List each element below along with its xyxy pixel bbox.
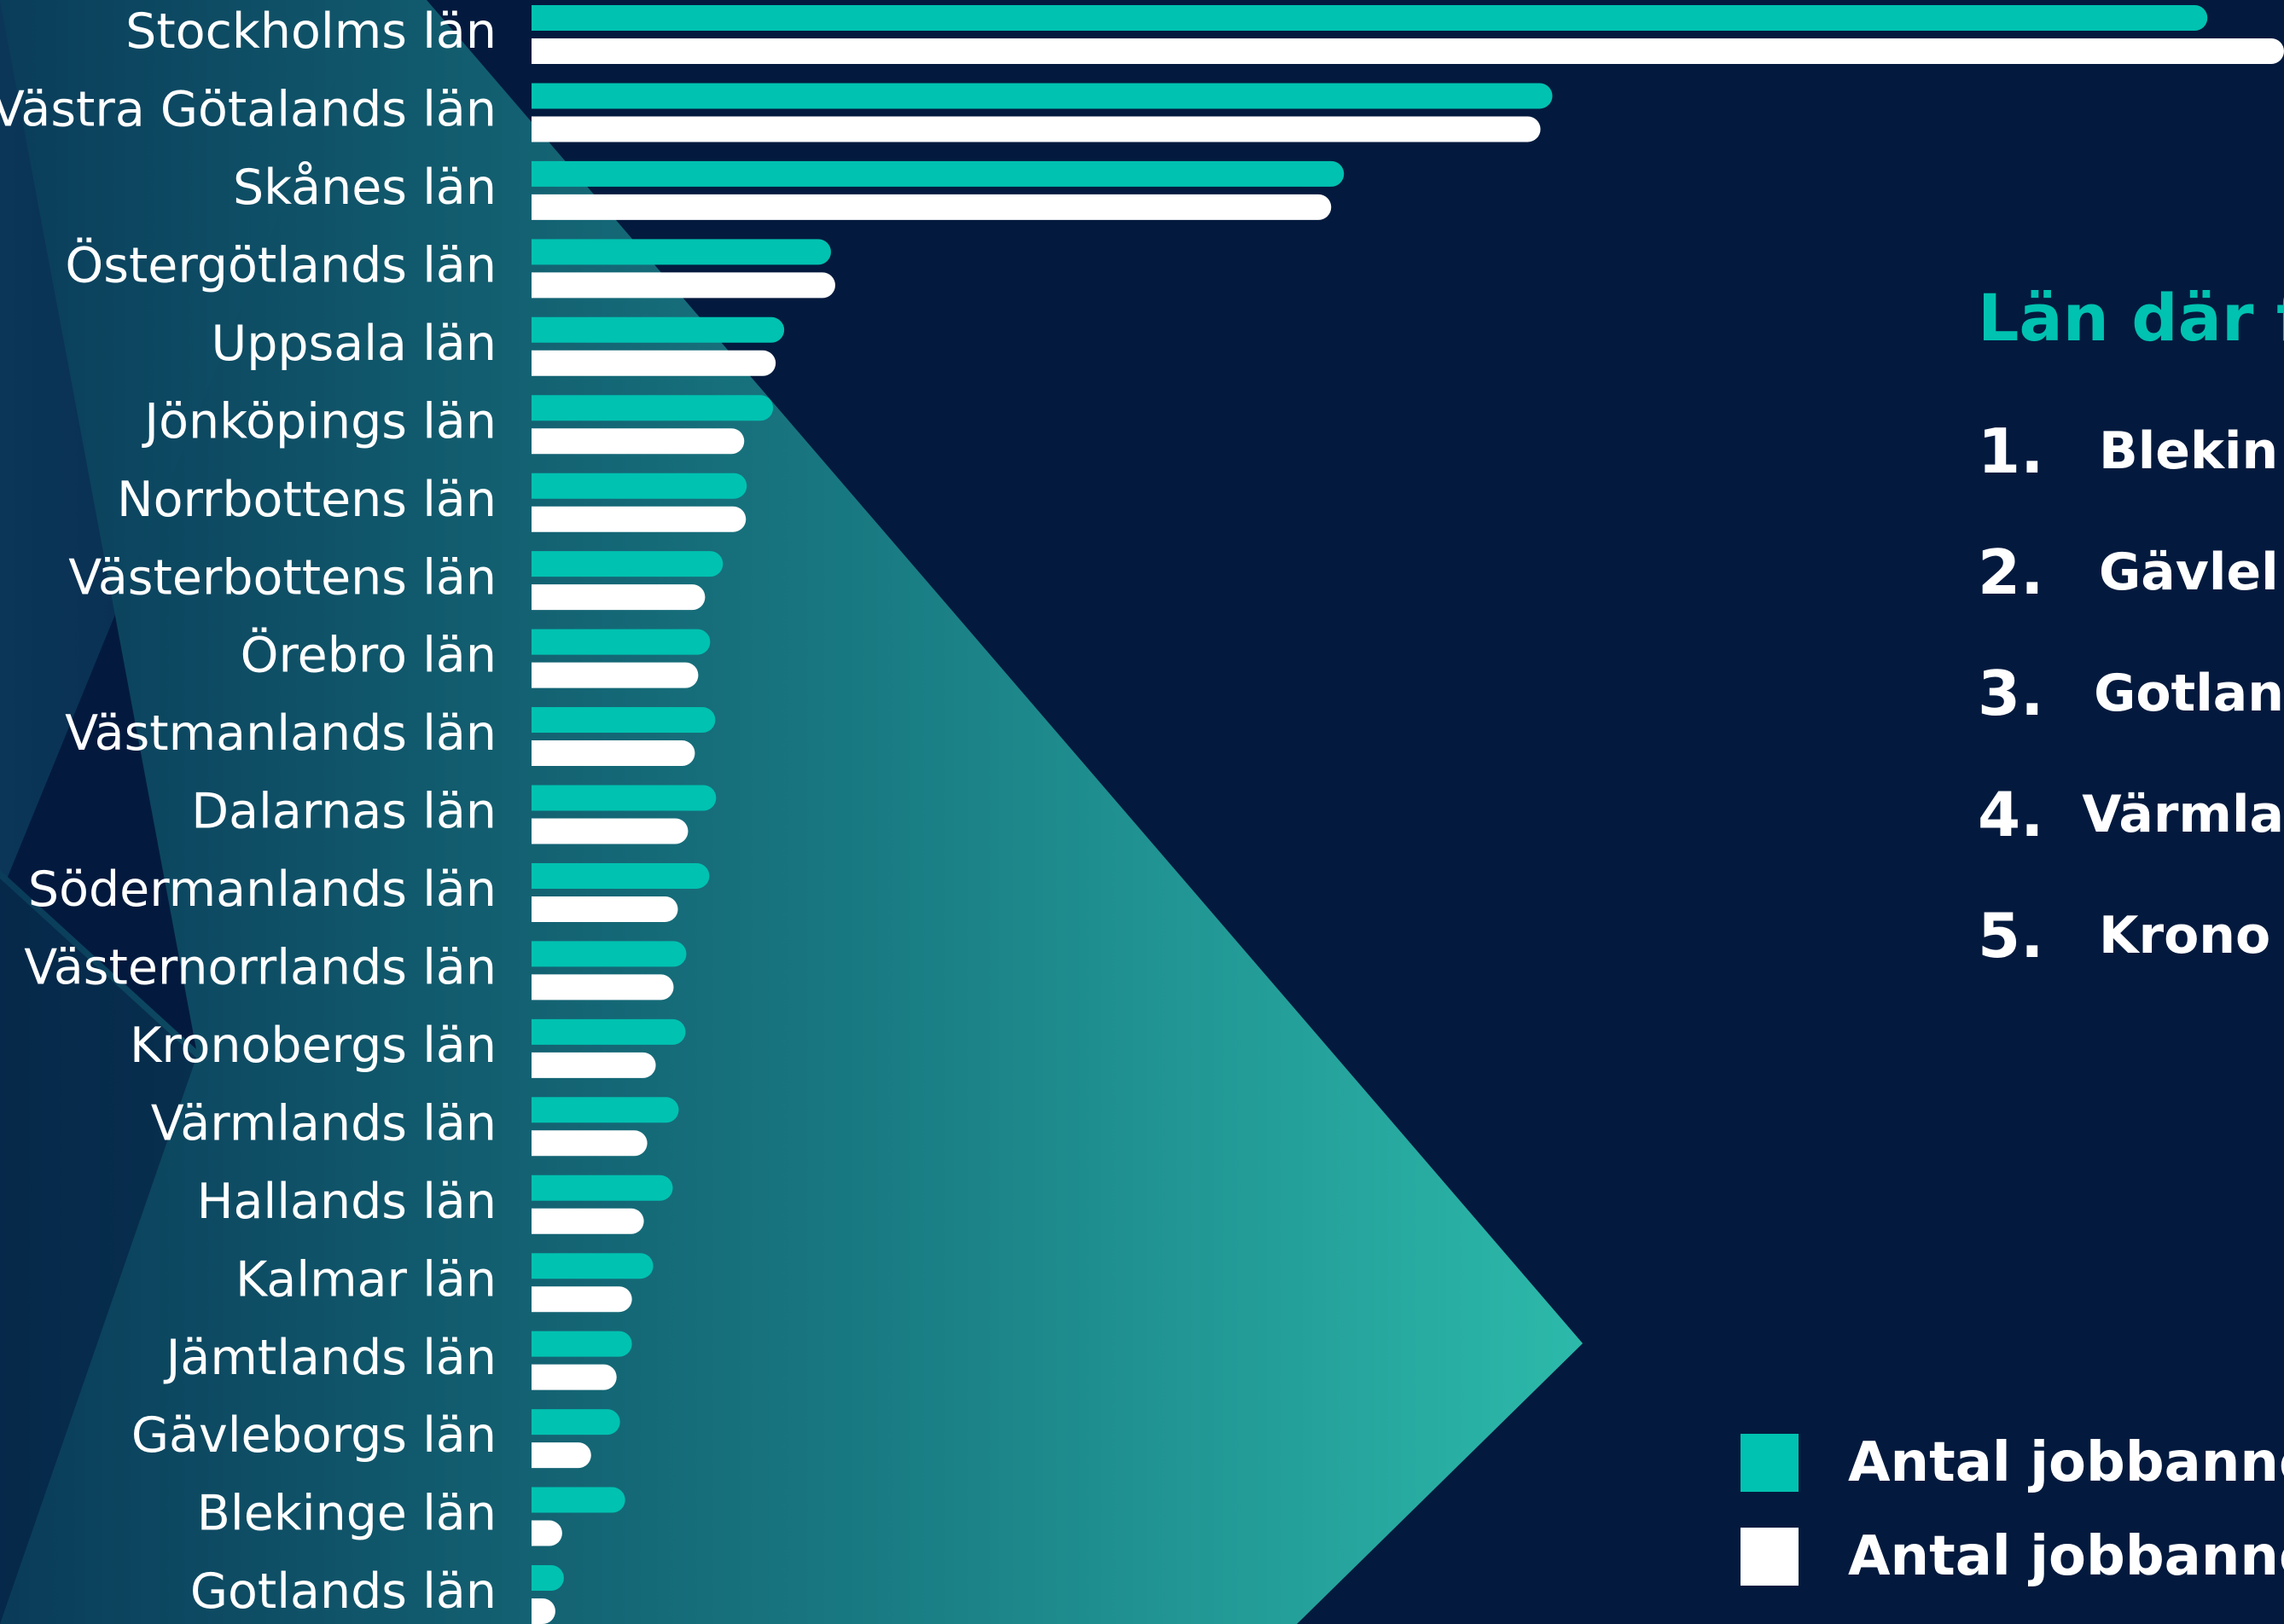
legend-swatch-white: [1741, 1528, 1799, 1586]
category-label: Uppsala län: [212, 316, 497, 372]
bars: [532, 5, 2284, 1624]
category-label: Västmanlands län: [65, 705, 497, 762]
bar-white: [532, 116, 1541, 142]
category-label: Västerbottens län: [68, 549, 497, 606]
bar-white: [532, 1520, 562, 1546]
list-item: 2. Gävlel: [1978, 512, 2284, 633]
bar-white: [532, 896, 678, 922]
ranking-list: 1. Blekin 2. Gävlel 3. Gotlan 4. Värmla …: [1978, 391, 2284, 996]
bar-white: [532, 1442, 591, 1469]
category-label: Dalarnas län: [191, 784, 497, 840]
gradient-arrow-shape: [0, 0, 1583, 1624]
rank-name: Gotlan: [2094, 664, 2284, 723]
category-label: Södermanlands län: [28, 861, 497, 918]
bar-teal: [532, 629, 711, 655]
rank-name: Krono: [2099, 906, 2271, 966]
bar-white: [532, 584, 706, 611]
category-label: Kronobergs län: [130, 1018, 497, 1074]
bar-white: [532, 818, 689, 844]
bar-teal: [532, 1331, 632, 1357]
bar-teal: [532, 473, 747, 499]
bar-teal: [532, 1253, 654, 1279]
bar-teal: [532, 160, 1345, 187]
category-label: Stockholms län: [125, 3, 497, 60]
category-label: Kalmar län: [235, 1251, 497, 1308]
list-item: 3. Gotlan: [1978, 633, 2284, 754]
bar-teal: [532, 83, 1553, 109]
category-labels: Stockholms län Västra Götalands län Skånes…: [0, 3, 497, 1620]
top-counties-panel: Län där f 1. Blekin 2. Gävlel 3. Gotlan …: [1978, 271, 2284, 996]
bar-white: [532, 272, 835, 299]
bar-teal: [532, 707, 716, 734]
bar-white: [532, 1052, 656, 1078]
category-label: Norrbottens län: [117, 472, 497, 528]
category-label: Örebro län: [241, 627, 497, 684]
legend-label: Antal jobbannor: [1848, 1431, 2284, 1494]
bar-teal: [532, 941, 687, 967]
bar-teal: [532, 395, 774, 421]
category-label: Jämtlands län: [164, 1330, 497, 1386]
panel-title: Län där f: [1978, 280, 2284, 356]
bar-teal: [532, 1487, 625, 1513]
bar-teal: [532, 1565, 564, 1591]
rank-name: Värmla: [2082, 785, 2284, 844]
category-label: Värmlands län: [151, 1095, 497, 1151]
rank-number: 3.: [1978, 658, 2044, 729]
bar-teal: [532, 1018, 686, 1045]
bar-teal: [532, 785, 717, 811]
rank-number: 4.: [1978, 779, 2044, 850]
bar-white: [532, 194, 1332, 220]
list-item: 5. Krono: [1978, 875, 2284, 996]
legend-item-teal: Antal jobbannor: [1741, 1416, 2284, 1510]
bar-white: [532, 1364, 617, 1390]
bar-white: [532, 428, 745, 455]
bar-teal: [532, 551, 724, 577]
bar-white: [532, 350, 776, 376]
category-label: Gävleborgs län: [131, 1407, 497, 1464]
rank-number: 1.: [1978, 415, 2044, 487]
bar-white: [532, 506, 747, 532]
category-label: Västernorrlands län: [24, 940, 497, 996]
bar-teal: [532, 1409, 620, 1436]
category-label: Östergötlands län: [65, 236, 497, 293]
list-item: 1. Blekin: [1978, 391, 2284, 512]
bar-white: [532, 662, 699, 688]
rank-number: 2.: [1978, 536, 2044, 608]
bar-white: [532, 1598, 555, 1624]
rank-name: Blekin: [2099, 421, 2279, 481]
chart-legend: Antal jobbannor Antal jobbannor: [1741, 1416, 2284, 1604]
category-label: Hallands län: [197, 1174, 497, 1230]
left-dark-wedge: [0, 879, 196, 1624]
bar-white: [532, 1286, 632, 1313]
list-item: 4. Värmla: [1978, 754, 2284, 875]
bar-teal: [532, 239, 831, 265]
legend-item-white: Antal jobbannor: [1741, 1510, 2284, 1604]
rank-name: Gävlel: [2099, 542, 2279, 602]
legend-swatch-teal: [1741, 1434, 1799, 1492]
bar-teal: [532, 1097, 679, 1123]
category-label: Jönköpings län: [142, 393, 497, 450]
bar-teal: [532, 862, 710, 889]
legend-label: Antal jobbannor: [1848, 1525, 2284, 1588]
bar-teal: [532, 1174, 673, 1201]
category-label: Blekinge län: [197, 1486, 497, 1542]
bar-teal: [532, 5, 2208, 31]
category-label: Skånes län: [233, 160, 497, 216]
bar-white: [532, 974, 674, 1000]
bar-white: [532, 740, 695, 767]
bar-white: [532, 38, 2284, 64]
category-label: Gotlands län: [190, 1563, 497, 1620]
category-label: Västra Götalands län: [0, 82, 497, 138]
rank-number: 5.: [1978, 900, 2044, 972]
bar-teal: [532, 316, 785, 343]
bar-white: [532, 1130, 648, 1157]
bar-white: [532, 1208, 644, 1234]
